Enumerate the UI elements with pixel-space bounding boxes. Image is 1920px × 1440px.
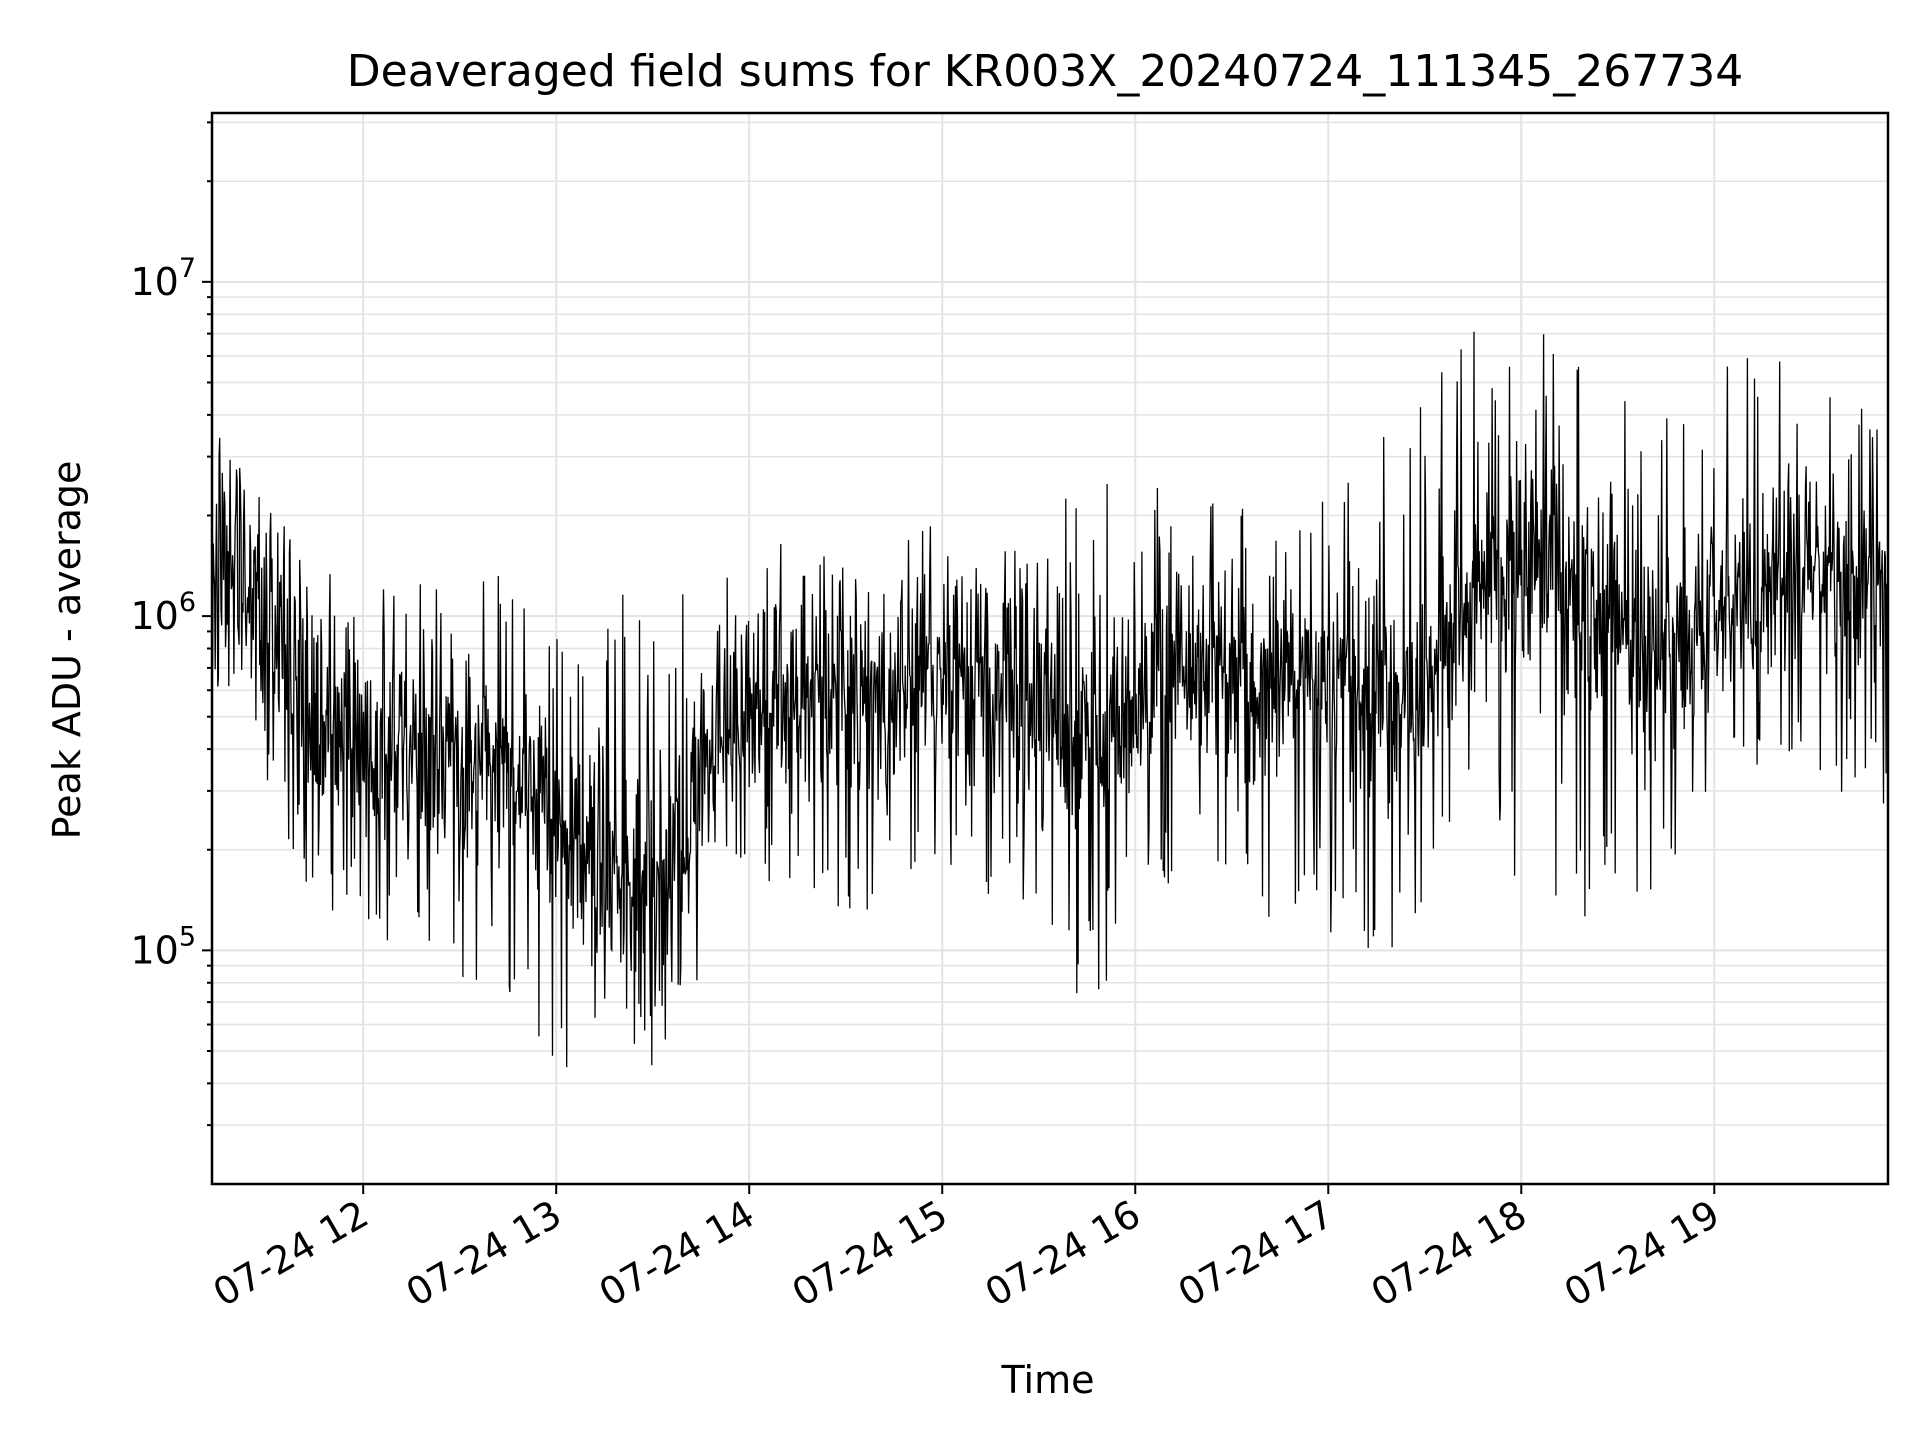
- x-tick-label: 07-24 16: [978, 1192, 1148, 1316]
- x-tick-label: 07-24 19: [1557, 1192, 1727, 1316]
- y-tick-label: 105: [130, 921, 196, 972]
- x-tick-label: 07-24 17: [1171, 1192, 1341, 1316]
- x-tick-label: 07-24 13: [399, 1192, 569, 1316]
- y-tick-label: 107: [130, 253, 196, 304]
- x-tick-label: 07-24 18: [1364, 1192, 1534, 1316]
- y-tick-label: 106: [130, 587, 196, 638]
- series-line-group: [211, 331, 1889, 1068]
- plot-frame: [210, 111, 1890, 1186]
- x-axis-label: Time: [1001, 1358, 1095, 1402]
- series-line: [211, 331, 1889, 1068]
- y-axis-label: Peak ADU - average: [45, 461, 89, 840]
- x-tick-label: 07-24 15: [785, 1192, 955, 1316]
- x-tick-label: 07-24 12: [206, 1192, 376, 1316]
- x-tick-label: 07-24 14: [592, 1192, 762, 1316]
- chart-title: Deaveraged field sums for KR003X_2024072…: [347, 46, 1743, 97]
- y-axis-ticks: 105 106 107: [130, 253, 212, 972]
- x-axis-ticks: 07-24 12 07-24 13 07-24 14 07-24 15 07-24 16…: [206, 1184, 1727, 1315]
